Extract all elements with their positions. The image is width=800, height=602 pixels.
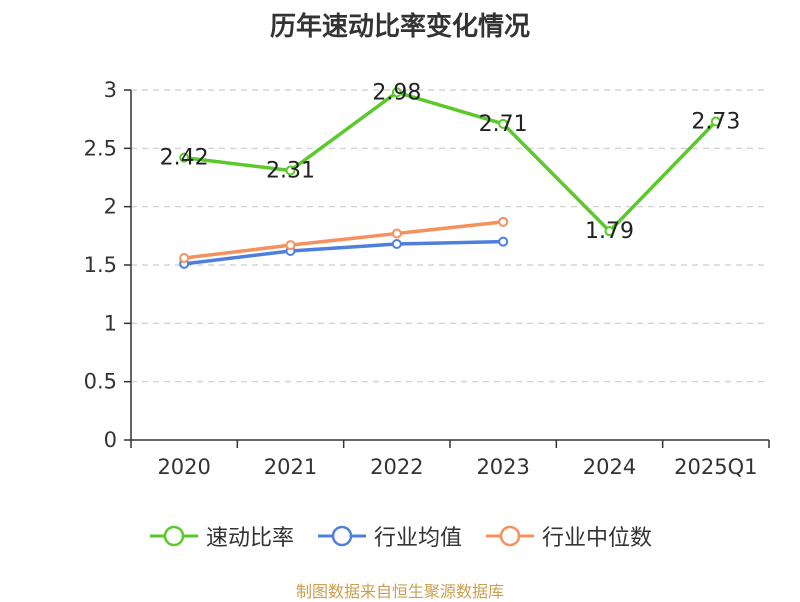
data-point — [285, 165, 296, 176]
data-point — [498, 236, 509, 247]
data-point — [179, 152, 190, 163]
series-line-0 — [183, 90, 718, 233]
data-label: 1.79 — [585, 219, 634, 244]
chart-title: 历年速动比率变化情况 — [269, 12, 530, 42]
y-tick-label: 3 — [104, 78, 117, 102]
data-point — [498, 216, 509, 227]
data-point — [498, 118, 509, 129]
data-point — [391, 87, 402, 98]
grid-lines — [131, 89, 769, 383]
x-tick-label: 2021 — [264, 455, 317, 479]
axes: 0 0.5 1 1.5 2 2.5 3 2020 2021 2022 2023 2024 2025Q1 — [84, 78, 770, 479]
legend-item[interactable]: 行业均值 — [316, 520, 462, 552]
legend-marker-icon — [486, 525, 534, 547]
data-label: 2.31 — [266, 159, 315, 184]
legend-label: 行业中位数 — [542, 526, 653, 551]
x-tick-label: 2022 — [370, 455, 423, 479]
legend-marker-icon — [149, 525, 198, 547]
legend-item[interactable]: 速动比率 — [148, 520, 294, 552]
series-line-1 — [183, 239, 504, 266]
data-point — [391, 228, 402, 239]
x-tick-label: 2024 — [583, 455, 636, 479]
data-point — [710, 116, 721, 127]
data-label: 2.98 — [372, 80, 421, 105]
data-point — [604, 226, 615, 237]
data-labels: 2.42 2.31 2.98 2.71 1.79 2.73 — [160, 80, 741, 244]
y-tick-label: 0 — [104, 428, 117, 452]
data-label: 2.73 — [691, 110, 740, 135]
series-lines — [179, 87, 721, 269]
y-tick-label: 1 — [104, 311, 117, 335]
x-tick-label: 2023 — [476, 455, 529, 479]
source-note: 制图数据来自恒生聚源数据库 — [295, 582, 504, 601]
data-point — [179, 253, 190, 263]
y-tick-label: 2 — [104, 195, 117, 219]
y-tick-label: 2.5 — [84, 136, 117, 160]
y-tick-label: 0.5 — [84, 370, 117, 394]
data-point — [285, 240, 296, 251]
data-label: 2.71 — [479, 112, 528, 137]
series-line-2 — [183, 220, 504, 260]
legend-label: 速动比率 — [205, 526, 294, 551]
legend-marker-icon — [317, 525, 366, 547]
x-tick-label: 2025Q1 — [674, 455, 757, 479]
legend-item[interactable]: 行业中位数 — [484, 520, 652, 552]
data-point — [391, 239, 402, 249]
legend-label: 行业均值 — [373, 526, 462, 551]
legend: 速动比率 行业均值 行业中位数 — [0, 520, 800, 552]
x-tick-label: 2020 — [157, 455, 210, 479]
y-tick-label: 1.5 — [84, 253, 117, 277]
data-label: 2.42 — [160, 146, 209, 171]
